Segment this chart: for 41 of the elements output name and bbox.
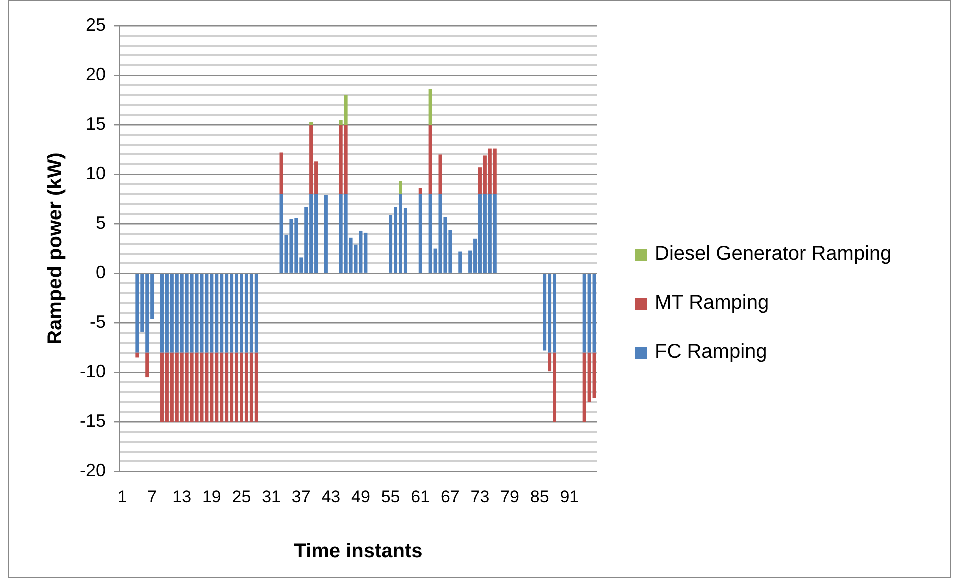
x-tick-label: 79 — [500, 487, 520, 506]
x-tick-label: 13 — [172, 487, 192, 506]
legend-label: FC Ramping — [655, 341, 768, 364]
bar — [418, 194, 422, 273]
y-tick-label: 25 — [86, 14, 106, 35]
y-tick-label: -20 — [80, 460, 106, 481]
bar — [136, 352, 140, 358]
y-tick-label: 5 — [96, 213, 106, 234]
x-tick-label: 61 — [411, 487, 430, 506]
y-axis-title: Ramped power (kW) — [44, 152, 67, 345]
bar — [458, 252, 462, 273]
bar — [146, 352, 150, 378]
x-tick-label: 1 — [118, 487, 128, 506]
x-tick-label: 37 — [292, 487, 311, 506]
y-tick-label: 10 — [86, 164, 106, 184]
x-tick-label: 19 — [202, 487, 222, 506]
legend-label: Diesel Generator Ramping — [655, 243, 892, 266]
x-tick-label: 49 — [352, 487, 370, 506]
bar — [418, 188, 422, 194]
x-tick-label: 55 — [381, 487, 400, 506]
x-tick-label: 91 — [560, 487, 580, 506]
y-tick-label: -5 — [90, 312, 106, 332]
y-tick-label: 15 — [86, 114, 106, 134]
y-tick-label: -10 — [80, 362, 106, 382]
bar — [310, 122, 314, 126]
x-tick-label: 73 — [470, 487, 490, 506]
legend-label: MT Ramping — [655, 292, 770, 315]
x-tick-label: 85 — [530, 487, 550, 506]
x-tick-label: 67 — [440, 487, 460, 506]
y-tick-label: 0 — [96, 262, 106, 283]
y-tick-label: -15 — [80, 411, 106, 432]
x-tick-label: 43 — [322, 487, 341, 506]
x-tick-label: 25 — [232, 487, 252, 506]
x-tick-label: 31 — [262, 487, 282, 506]
x-axis-title: Time instants — [294, 540, 423, 563]
y-tick-label: 20 — [86, 64, 106, 84]
x-tick-label: 7 — [148, 487, 158, 506]
bar — [399, 181, 402, 194]
bar — [324, 195, 328, 273]
bar — [428, 125, 432, 194]
bar — [428, 89, 432, 126]
